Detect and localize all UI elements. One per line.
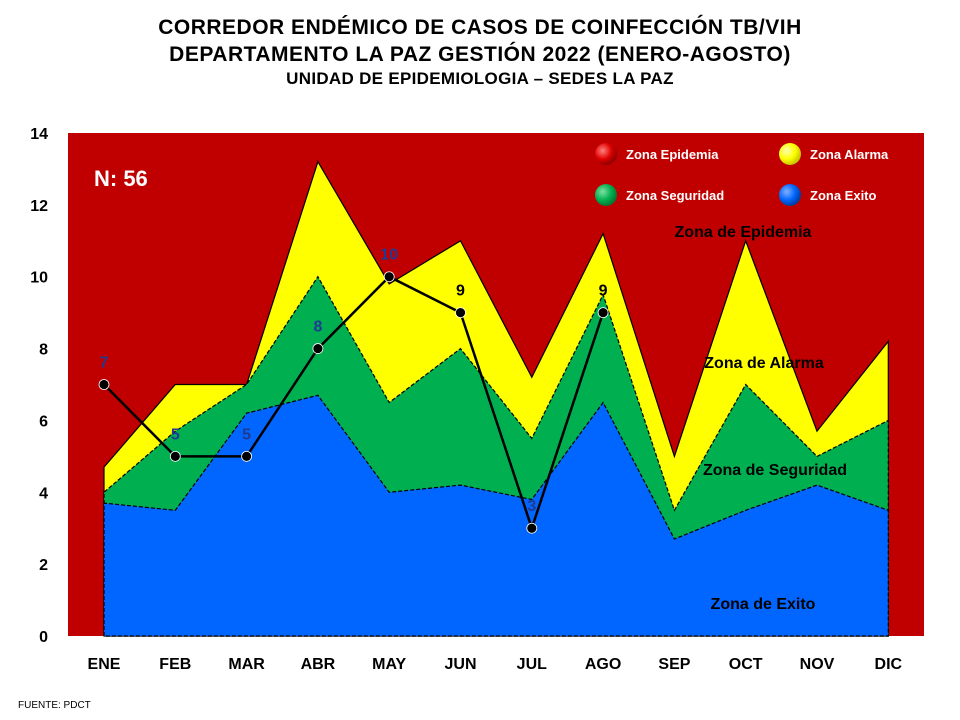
legend-label: Zona Epidemia bbox=[626, 147, 719, 162]
x-tick-label: ENE bbox=[88, 656, 121, 673]
cases-point bbox=[98, 379, 110, 390]
zone-exito-label: Zona de Exito bbox=[711, 596, 816, 613]
zone-exito-area bbox=[103, 394, 889, 637]
x-tick-label: MAY bbox=[372, 656, 406, 673]
zone-seguridad-label: Zona de Seguridad bbox=[703, 462, 847, 479]
legend-exito: Zona Exito bbox=[779, 184, 877, 206]
legend-marker bbox=[779, 184, 801, 206]
y-tick-label: 8 bbox=[39, 342, 48, 359]
y-tick-label: 12 bbox=[30, 198, 48, 215]
cases-data-label: 7 bbox=[100, 355, 109, 372]
cases-data-label: 3 bbox=[527, 498, 536, 515]
legend-alarma: Zona Alarma bbox=[779, 143, 889, 165]
source-note: FUENTE: PDCT bbox=[18, 700, 91, 711]
x-tick-label: MAR bbox=[228, 656, 265, 673]
x-tick-label: DIC bbox=[875, 656, 903, 673]
cases-point bbox=[312, 343, 324, 354]
x-tick-label: FEB bbox=[159, 656, 191, 673]
legend-label: Zona Alarma bbox=[810, 147, 889, 162]
x-tick-label: JUN bbox=[444, 656, 476, 673]
cases-data-label: 5 bbox=[242, 426, 251, 443]
x-tick-label: SEP bbox=[658, 656, 690, 673]
y-tick-label: 4 bbox=[39, 485, 48, 502]
y-tick-label: 6 bbox=[39, 413, 48, 430]
total-cases-label: N: 56 bbox=[94, 166, 148, 191]
cases-point bbox=[455, 307, 466, 319]
legend-seguridad: Zona Seguridad bbox=[595, 184, 724, 206]
y-tick-label: 10 bbox=[30, 270, 48, 287]
x-tick-label: AGO bbox=[585, 656, 621, 673]
cases-point bbox=[169, 450, 181, 462]
cases-point bbox=[526, 522, 538, 534]
legend: Zona Epidemia Zona Alarma Zona Seguridad Zo… bbox=[595, 143, 889, 206]
zone-alarma-label: Zona de Alarma bbox=[704, 355, 824, 372]
chart-title: CORREDOR ENDÉMICO DE CASOS DE COINFECCIÓ… bbox=[158, 16, 802, 39]
cases-data-label: 9 bbox=[599, 283, 608, 300]
legend-label: Zona Exito bbox=[810, 188, 877, 203]
cases-series-line bbox=[103, 275, 605, 533]
cases-data-label: 8 bbox=[313, 319, 322, 336]
cases-data-label: 5 bbox=[171, 426, 180, 443]
y-tick-label: 2 bbox=[39, 557, 48, 574]
legend-label: Zona Seguridad bbox=[626, 188, 724, 203]
cases-point bbox=[383, 271, 395, 283]
cases-point bbox=[597, 307, 609, 319]
cases-data-label: 10 bbox=[380, 247, 398, 264]
y-tick-label: 0 bbox=[39, 629, 48, 646]
cases-data-label: 9 bbox=[456, 283, 465, 300]
chart-unit-title: UNIDAD DE EPIDEMIOLOGIA – SEDES LA PAZ bbox=[286, 69, 674, 88]
x-tick-label: ABR bbox=[301, 656, 336, 673]
legend-marker bbox=[595, 184, 617, 206]
cases-point bbox=[241, 450, 253, 462]
zone-epidemia-label: Zona de Epidemia bbox=[675, 224, 812, 241]
legend-epidemia: Zona Epidemia bbox=[595, 143, 719, 165]
x-tick-label: OCT bbox=[729, 656, 763, 673]
x-tick-label: JUL bbox=[517, 656, 547, 673]
x-tick-label: NOV bbox=[800, 656, 835, 673]
legend-marker bbox=[595, 143, 617, 165]
y-tick-label: 14 bbox=[30, 126, 48, 143]
chart-subtitle: DEPARTAMENTO LA PAZ GESTIÓN 2022 (ENERO-… bbox=[169, 43, 791, 66]
legend-marker bbox=[779, 143, 801, 165]
